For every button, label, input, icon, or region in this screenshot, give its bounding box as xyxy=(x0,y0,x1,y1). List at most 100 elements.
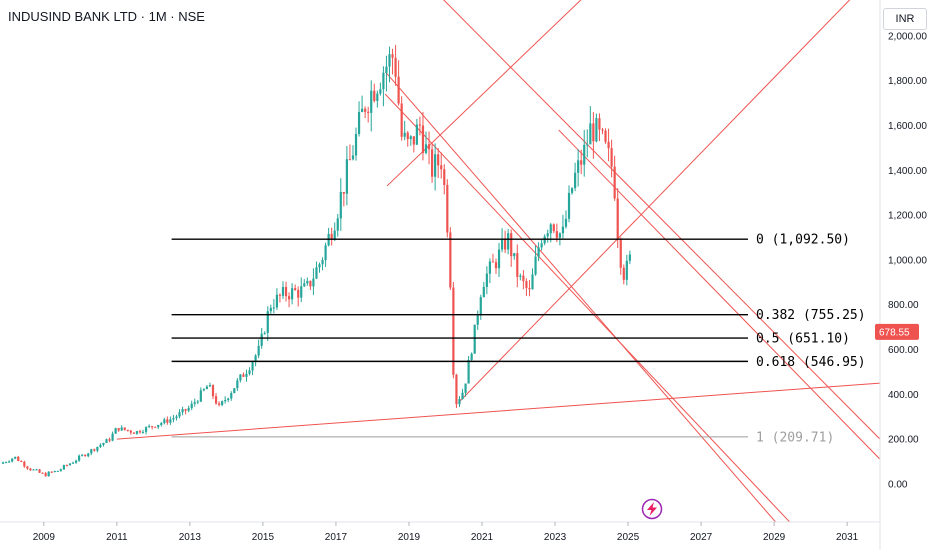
candle-body xyxy=(561,226,565,234)
candle-body xyxy=(202,389,205,391)
candle-body xyxy=(132,432,135,434)
candle-body xyxy=(455,374,458,405)
candle-body xyxy=(99,444,102,447)
candle-body xyxy=(148,426,151,428)
candle-body xyxy=(254,355,257,363)
candle-body xyxy=(245,373,248,377)
candle-body xyxy=(540,243,543,248)
candle-body xyxy=(333,230,336,240)
fib-level-label: 0.5 (651.10) xyxy=(756,332,850,347)
trendline[interactable] xyxy=(459,0,880,402)
flash-badge-icon[interactable] xyxy=(641,498,663,520)
x-tick-label: 2031 xyxy=(836,532,859,543)
candle-body xyxy=(65,465,69,467)
candle-body xyxy=(373,90,376,101)
candle-body xyxy=(440,165,443,170)
trendline[interactable] xyxy=(386,0,613,187)
candle-body xyxy=(558,233,561,238)
candle-body xyxy=(71,462,75,464)
candle-body xyxy=(504,238,507,250)
candle-body xyxy=(208,385,212,387)
candle-body xyxy=(467,359,470,384)
candle-body xyxy=(354,133,358,156)
x-tick-label: 2025 xyxy=(617,532,640,543)
candle-body xyxy=(610,148,613,167)
candle-body xyxy=(567,192,571,219)
candle-body xyxy=(23,461,26,467)
candle-body xyxy=(424,144,428,153)
y-tick-label: 800.00 xyxy=(888,300,919,311)
candle-body xyxy=(391,54,394,58)
currency-selector[interactable]: INR xyxy=(883,8,927,30)
candle-body xyxy=(50,471,53,473)
candle-body xyxy=(306,280,309,284)
candle-body xyxy=(418,124,422,126)
candle-body xyxy=(488,261,492,274)
candle-body xyxy=(494,262,498,269)
candle-body xyxy=(437,154,440,166)
candle-body xyxy=(29,468,32,471)
trendline[interactable] xyxy=(384,93,796,529)
candle-body xyxy=(248,370,251,374)
candle-body xyxy=(342,191,345,194)
candle-body xyxy=(214,396,218,404)
candle-body xyxy=(479,297,482,316)
candle-body xyxy=(157,424,160,428)
candle-body xyxy=(351,155,355,160)
candle-body xyxy=(476,315,479,325)
candle-body xyxy=(120,427,123,431)
candle-body xyxy=(102,442,105,445)
candle-body xyxy=(239,374,242,381)
candle-body xyxy=(385,66,388,73)
candle-body xyxy=(324,245,327,261)
candle-body xyxy=(598,118,601,130)
candle-body xyxy=(272,307,275,309)
candle-body xyxy=(178,412,181,417)
candle-body xyxy=(485,273,488,287)
candle-body xyxy=(549,224,552,234)
x-tick-label: 2027 xyxy=(690,532,713,543)
candle-body xyxy=(403,132,406,137)
candle-body xyxy=(628,254,631,261)
candle-body xyxy=(224,399,227,402)
x-tick-label: 2017 xyxy=(325,532,348,543)
trendline[interactable] xyxy=(558,129,880,460)
candle-body xyxy=(11,458,14,462)
candle-body xyxy=(35,469,38,471)
candle-body xyxy=(78,455,81,461)
candlesticks xyxy=(1,44,631,477)
trendline[interactable] xyxy=(413,0,880,440)
candle-body xyxy=(269,307,272,312)
candle-body xyxy=(622,267,625,280)
candle-body xyxy=(160,423,163,425)
candle-body xyxy=(491,261,495,263)
y-axis[interactable]: 0.00 200.00 400.00 600.00 800.00 1,000.00 1,20… xyxy=(875,0,927,550)
candle-body xyxy=(309,280,312,287)
candle-body xyxy=(589,123,592,145)
candle-body xyxy=(144,427,148,432)
candle-body xyxy=(108,439,111,441)
candle-body xyxy=(507,233,510,250)
candle-body xyxy=(62,465,66,470)
y-tick-label: 1,600.00 xyxy=(888,121,927,132)
trendline[interactable] xyxy=(384,71,781,529)
candle-body xyxy=(184,409,187,411)
fibonacci-retracement[interactable]: 0 (1,092.50) 0.382 (755.25) 0.5 (651.10) 0.… xyxy=(171,233,866,446)
candle-body xyxy=(193,402,196,404)
x-axis[interactable]: 2009 2011 2013 2015 2017 2019 2021 2023 2025 2027… xyxy=(0,521,880,543)
candle-body xyxy=(297,289,300,298)
candle-body xyxy=(577,160,580,173)
candle-body xyxy=(482,286,485,298)
x-tick-label: 2029 xyxy=(763,532,786,543)
candle-body xyxy=(427,144,431,150)
candle-body xyxy=(470,353,473,360)
last-price-label: 678.55 xyxy=(879,327,910,338)
trendlines xyxy=(116,0,880,529)
trendline[interactable] xyxy=(116,382,880,440)
candle-body xyxy=(294,288,297,290)
candle-body xyxy=(129,430,132,433)
candle-body xyxy=(580,160,583,165)
candle-body xyxy=(583,144,586,165)
candle-body xyxy=(114,428,117,434)
